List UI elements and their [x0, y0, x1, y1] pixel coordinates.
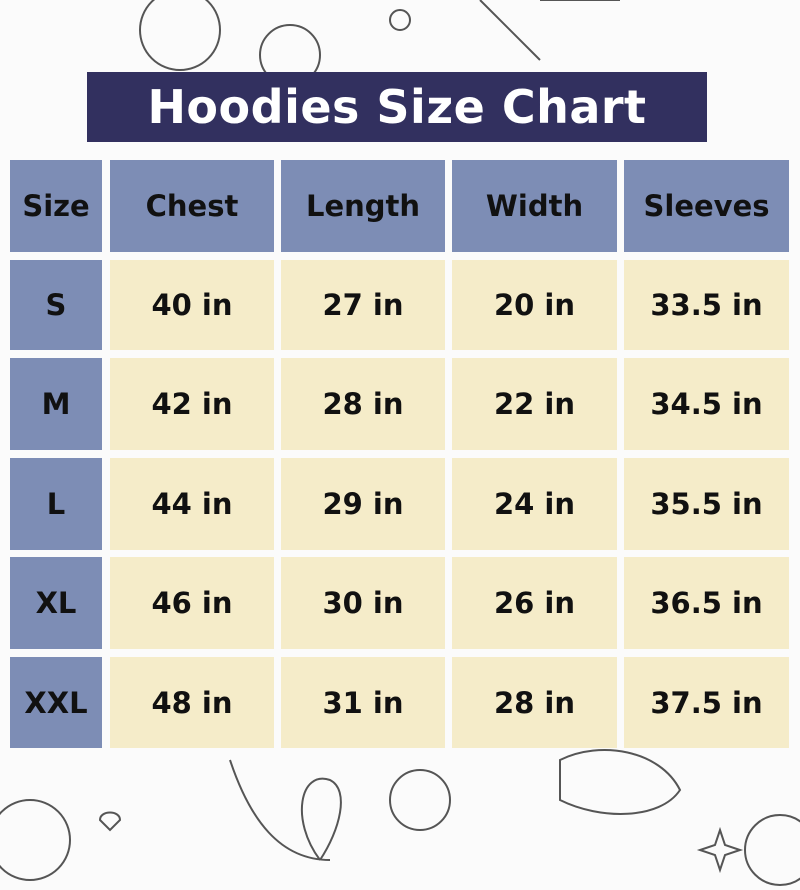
measurement-cell: 36.5 in: [624, 557, 789, 649]
measurement-cell: 27 in: [281, 260, 445, 350]
measurement-cell: 31 in: [281, 657, 445, 748]
measurement-cell: 44 in: [110, 458, 274, 550]
measurement-cell: 37.5 in: [624, 657, 789, 748]
column-header-chest: Chest: [110, 160, 274, 252]
measurement-cell: 26 in: [452, 557, 617, 649]
column-header-length: Length: [281, 160, 445, 252]
measurement-cell: 48 in: [110, 657, 274, 748]
column-header-sleeves: Sleeves: [624, 160, 789, 252]
column-header-size: Size: [10, 160, 102, 252]
size-label: XL: [10, 557, 102, 649]
chart-title: Hoodies Size Chart: [87, 72, 707, 142]
measurement-cell: 35.5 in: [624, 458, 789, 550]
column-header-width: Width: [452, 160, 617, 252]
measurement-cell: 34.5 in: [624, 358, 789, 450]
measurement-cell: 28 in: [452, 657, 617, 748]
measurement-cell: 29 in: [281, 458, 445, 550]
measurement-cell: 33.5 in: [624, 260, 789, 350]
measurement-cell: 20 in: [452, 260, 617, 350]
size-label: M: [10, 358, 102, 450]
measurement-cell: 42 in: [110, 358, 274, 450]
measurement-cell: 30 in: [281, 557, 445, 649]
size-label: S: [10, 260, 102, 350]
measurement-cell: 22 in: [452, 358, 617, 450]
measurement-cell: 40 in: [110, 260, 274, 350]
measurement-cell: 28 in: [281, 358, 445, 450]
size-label: XXL: [10, 657, 102, 748]
size-label: L: [10, 458, 102, 550]
measurement-cell: 46 in: [110, 557, 274, 649]
measurement-cell: 24 in: [452, 458, 617, 550]
